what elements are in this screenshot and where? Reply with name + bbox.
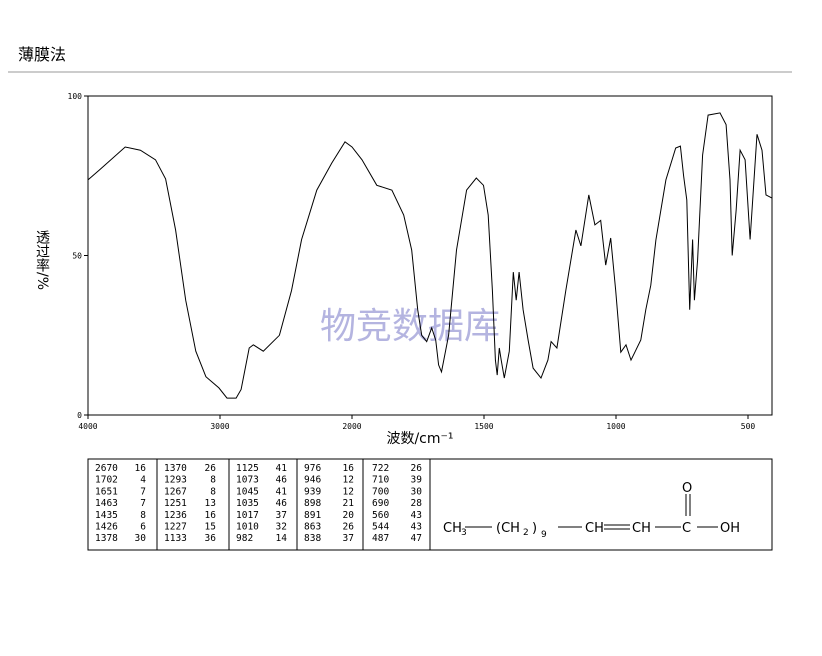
peak-wavenumber: 976	[304, 463, 321, 474]
peak-wavenumber: 2670	[95, 463, 118, 474]
peak-transmittance: 8	[210, 475, 216, 486]
peak-transmittance: 30	[411, 486, 423, 497]
peak-wavenumber: 939	[304, 486, 321, 497]
peak-transmittance: 37	[343, 533, 354, 544]
peak-wavenumber: 863	[304, 522, 321, 533]
peak-transmittance: 20	[343, 510, 355, 521]
peak-transmittance: 26	[343, 522, 355, 533]
x-tick-label: 500	[741, 422, 756, 431]
bonds	[465, 494, 718, 530]
x-axis-label: 波数/cm⁻¹	[386, 431, 453, 447]
peak-wavenumber: 1251	[164, 498, 187, 509]
peak-wavenumber: 544	[372, 522, 389, 533]
peak-wavenumber: 690	[372, 498, 389, 509]
peak-transmittance: 43	[411, 510, 422, 521]
peak-transmittance: 16	[205, 510, 217, 521]
peak-transmittance: 26	[205, 463, 217, 474]
peak-wavenumber: 1426	[95, 522, 118, 533]
peak-transmittance: 39	[411, 475, 423, 486]
peak-transmittance: 41	[276, 463, 288, 474]
peak-wavenumber: 710	[372, 475, 389, 486]
peak-transmittance: 7	[140, 486, 146, 497]
peak-wavenumber: 838	[304, 533, 321, 544]
peak-wavenumber: 1267	[164, 486, 187, 497]
peak-wavenumber: 560	[372, 510, 389, 521]
x-tick-label: 1500	[474, 422, 493, 431]
peak-wavenumber: 982	[236, 533, 253, 544]
structure-label: )	[532, 521, 537, 536]
y-tick-label: 50	[72, 252, 82, 261]
peak-transmittance: 32	[276, 522, 287, 533]
x-tick-label: 2000	[342, 422, 361, 431]
spectrum-line	[87, 112, 773, 399]
peak-wavenumber: 1045	[236, 486, 259, 497]
x-tick-label: 1000	[606, 422, 625, 431]
peak-wavenumber: 1133	[164, 533, 187, 544]
structure-label: OH	[720, 521, 740, 536]
peak-wavenumber: 1651	[95, 486, 118, 497]
peak-transmittance: 7	[140, 498, 146, 509]
peak-wavenumber: 1435	[95, 510, 118, 521]
peak-wavenumber: 1236	[164, 510, 187, 521]
peak-wavenumber: 1073	[236, 475, 259, 486]
structure-label: C	[682, 521, 691, 536]
peak-transmittance: 43	[411, 522, 422, 533]
table-dividers	[156, 459, 431, 550]
peak-transmittance: 8	[210, 486, 216, 497]
header-title: 薄膜法	[18, 45, 66, 64]
structure-label: 2	[523, 528, 529, 538]
y-axis-label: 透过率/%	[34, 230, 50, 290]
peak-wavenumber: 1227	[164, 522, 187, 533]
peak-transmittance: 41	[276, 486, 288, 497]
y-tick-label: 100	[68, 92, 83, 101]
peak-transmittance: 30	[135, 533, 147, 544]
peak-transmittance: 36	[205, 533, 217, 544]
peak-wavenumber: 891	[304, 510, 321, 521]
peak-wavenumber: 1463	[95, 498, 118, 509]
structure-label: 3	[461, 528, 467, 538]
peak-transmittance: 8	[140, 510, 146, 521]
peak-transmittance: 15	[205, 522, 216, 533]
peak-wavenumber: 1370	[164, 463, 187, 474]
structure-label: (CH	[496, 521, 520, 536]
peak-transmittance: 47	[411, 533, 422, 544]
peak-transmittance: 37	[276, 510, 287, 521]
peak-wavenumber: 1125	[236, 463, 259, 474]
peak-transmittance: 12	[343, 475, 354, 486]
structure-label: CH	[632, 521, 651, 536]
watermark: 物竞数据库	[320, 306, 500, 347]
peak-wavenumber: 487	[372, 533, 389, 544]
peak-transmittance: 46	[276, 475, 288, 486]
structure-label: O	[682, 481, 692, 496]
peak-wavenumber: 722	[372, 463, 389, 474]
peak-transmittance: 6	[140, 522, 146, 533]
structure-label: CH	[443, 521, 462, 536]
structure-label: 9	[541, 530, 547, 540]
x-tick-label: 3000	[210, 422, 229, 431]
peak-transmittance: 4	[140, 475, 146, 486]
peak-transmittance: 46	[276, 498, 288, 509]
peak-wavenumber: 946	[304, 475, 321, 486]
y-tick-label: 0	[77, 411, 82, 420]
peak-transmittance: 16	[135, 463, 147, 474]
plot-frame	[87, 95, 773, 416]
structure-label: CH	[585, 521, 604, 536]
peak-transmittance: 14	[276, 533, 288, 544]
peak-transmittance: 21	[343, 498, 355, 509]
peak-transmittance: 28	[411, 498, 423, 509]
peak-wavenumber: 1035	[236, 498, 259, 509]
peak-wavenumber: 1293	[164, 475, 187, 486]
x-tick-label: 4000	[78, 422, 97, 431]
peak-transmittance: 16	[343, 463, 355, 474]
peak-wavenumber: 1378	[95, 533, 118, 544]
peak-wavenumber: 898	[304, 498, 321, 509]
peak-wavenumber: 700	[372, 486, 389, 497]
peak-wavenumber: 1010	[236, 522, 259, 533]
peak-transmittance: 13	[205, 498, 216, 509]
peak-transmittance: 12	[343, 486, 354, 497]
peak-transmittance: 26	[411, 463, 423, 474]
peak-wavenumber: 1017	[236, 510, 259, 521]
peak-wavenumber: 1702	[95, 475, 118, 486]
